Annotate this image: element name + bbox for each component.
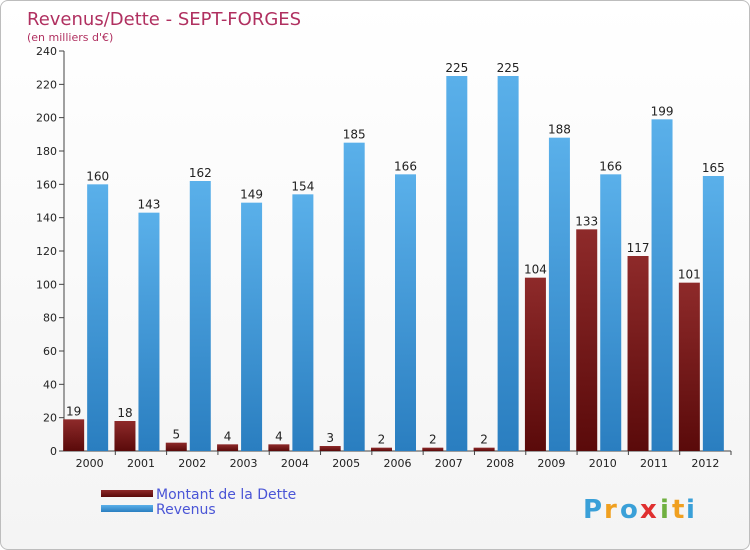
x-tick-label: 2005 bbox=[332, 457, 360, 470]
bar-revenus bbox=[651, 119, 673, 451]
y-tick-label: 60 bbox=[43, 345, 57, 358]
chart-subtitle: (en milliers d'€) bbox=[27, 31, 113, 44]
bar-dette bbox=[627, 256, 649, 451]
value-label-dette: 133 bbox=[575, 214, 598, 228]
x-tick-label: 2006 bbox=[384, 457, 412, 470]
x-tick-label: 2010 bbox=[589, 457, 617, 470]
bar-revenus bbox=[600, 174, 622, 452]
y-tick-label: 80 bbox=[43, 312, 57, 325]
bar-dette bbox=[576, 229, 598, 451]
value-label-dette: 4 bbox=[224, 429, 232, 443]
legend-swatch-revenus bbox=[101, 505, 153, 512]
value-label-revenus: 166 bbox=[599, 159, 622, 173]
legend: Montant de la Dette Revenus bbox=[101, 487, 296, 518]
logo-letter: r bbox=[604, 495, 617, 525]
value-label-revenus: 165 bbox=[702, 161, 725, 175]
bar-revenus bbox=[343, 142, 365, 451]
value-label-revenus: 199 bbox=[651, 104, 674, 118]
logo-letter: i bbox=[660, 495, 669, 525]
value-label-dette: 5 bbox=[172, 428, 180, 442]
bars: 19 160 18 143 5 162 4 149 4 154 3 185 2 166 2 225 2 225 10… bbox=[63, 61, 725, 452]
x-tick-label: 2004 bbox=[281, 457, 309, 470]
x-tick-label: 2007 bbox=[435, 457, 463, 470]
bar-revenus bbox=[395, 174, 416, 452]
value-label-dette: 2 bbox=[429, 433, 437, 447]
value-label-dette: 4 bbox=[275, 429, 283, 443]
logo-letter: i bbox=[686, 495, 695, 525]
x-tick-label: 2009 bbox=[537, 457, 565, 470]
bar-dette bbox=[319, 446, 341, 451]
bar-dette bbox=[524, 277, 546, 451]
value-label-revenus: 225 bbox=[497, 61, 520, 75]
bar-revenus bbox=[87, 184, 109, 452]
legend-label-revenus: Revenus bbox=[156, 502, 216, 518]
y-tick-label: 100 bbox=[36, 278, 57, 291]
y-tick-label: 220 bbox=[36, 78, 57, 91]
logo-letter: x bbox=[640, 495, 657, 525]
bar-revenus bbox=[446, 76, 468, 451]
y-tick-label: 200 bbox=[36, 112, 57, 125]
logo-letter: t bbox=[672, 495, 684, 525]
chart-title: Revenus/Dette - SEPT-FORGES bbox=[27, 9, 301, 30]
bar-dette bbox=[678, 282, 700, 451]
value-label-revenus: 188 bbox=[548, 123, 571, 137]
y-tick-label: 40 bbox=[43, 378, 57, 391]
value-label-revenus: 166 bbox=[394, 159, 417, 173]
legend-swatch-dette bbox=[101, 490, 153, 497]
bar-dette bbox=[268, 444, 290, 451]
value-label-revenus: 185 bbox=[343, 128, 366, 142]
value-label-dette: 2 bbox=[378, 433, 386, 447]
bar-dette bbox=[165, 442, 187, 451]
y-tick-label: 0 bbox=[50, 445, 57, 458]
logo-letter: P bbox=[583, 495, 602, 525]
bar-dette bbox=[371, 447, 392, 451]
x-tick-label: 2001 bbox=[127, 457, 155, 470]
value-label-dette: 2 bbox=[480, 433, 488, 447]
y-tick-label: 140 bbox=[36, 212, 57, 225]
value-label-revenus: 149 bbox=[240, 188, 263, 202]
y-tick-label: 120 bbox=[36, 245, 57, 258]
x-tick-label: 2008 bbox=[486, 457, 514, 470]
value-label-dette: 101 bbox=[678, 268, 701, 282]
bar-revenus bbox=[497, 76, 519, 451]
value-label-revenus: 154 bbox=[291, 179, 314, 193]
value-label-dette: 19 bbox=[66, 404, 81, 418]
bar-revenus bbox=[548, 137, 570, 451]
bar-revenus bbox=[702, 176, 724, 451]
x-tick-label: 2000 bbox=[76, 457, 104, 470]
bar-dette bbox=[422, 447, 444, 451]
y-tick-label: 240 bbox=[36, 45, 57, 58]
x-tick-label: 2002 bbox=[178, 457, 206, 470]
bar-revenus bbox=[241, 202, 263, 451]
value-label-revenus: 160 bbox=[86, 169, 109, 183]
bar-dette bbox=[114, 421, 136, 451]
y-tick-label: 160 bbox=[36, 178, 57, 191]
y-tick-label: 180 bbox=[36, 145, 57, 158]
legend-label-dette: Montant de la Dette bbox=[156, 487, 296, 503]
bar-revenus bbox=[189, 181, 211, 451]
value-label-dette: 104 bbox=[524, 263, 547, 277]
value-label-revenus: 225 bbox=[445, 61, 468, 75]
value-label-revenus: 162 bbox=[189, 166, 212, 180]
value-label-revenus: 143 bbox=[138, 198, 161, 212]
logo-letter: o bbox=[620, 495, 638, 525]
axes: 0 20 40 60 80 100 120 140 160 180 200 220 240 2000 200… bbox=[36, 45, 732, 470]
value-label-dette: 18 bbox=[117, 406, 132, 420]
value-label-dette: 3 bbox=[326, 431, 334, 445]
bar-dette bbox=[217, 444, 239, 451]
bar-dette bbox=[473, 447, 495, 451]
y-tick-label: 20 bbox=[43, 412, 57, 425]
bar-dette bbox=[63, 419, 85, 451]
x-tick-label: 2012 bbox=[691, 457, 719, 470]
x-tick-label: 2011 bbox=[640, 457, 668, 470]
bar-revenus bbox=[138, 212, 160, 451]
value-label-dette: 117 bbox=[627, 241, 650, 255]
x-tick-label: 2003 bbox=[230, 457, 258, 470]
bar-revenus bbox=[292, 194, 314, 452]
